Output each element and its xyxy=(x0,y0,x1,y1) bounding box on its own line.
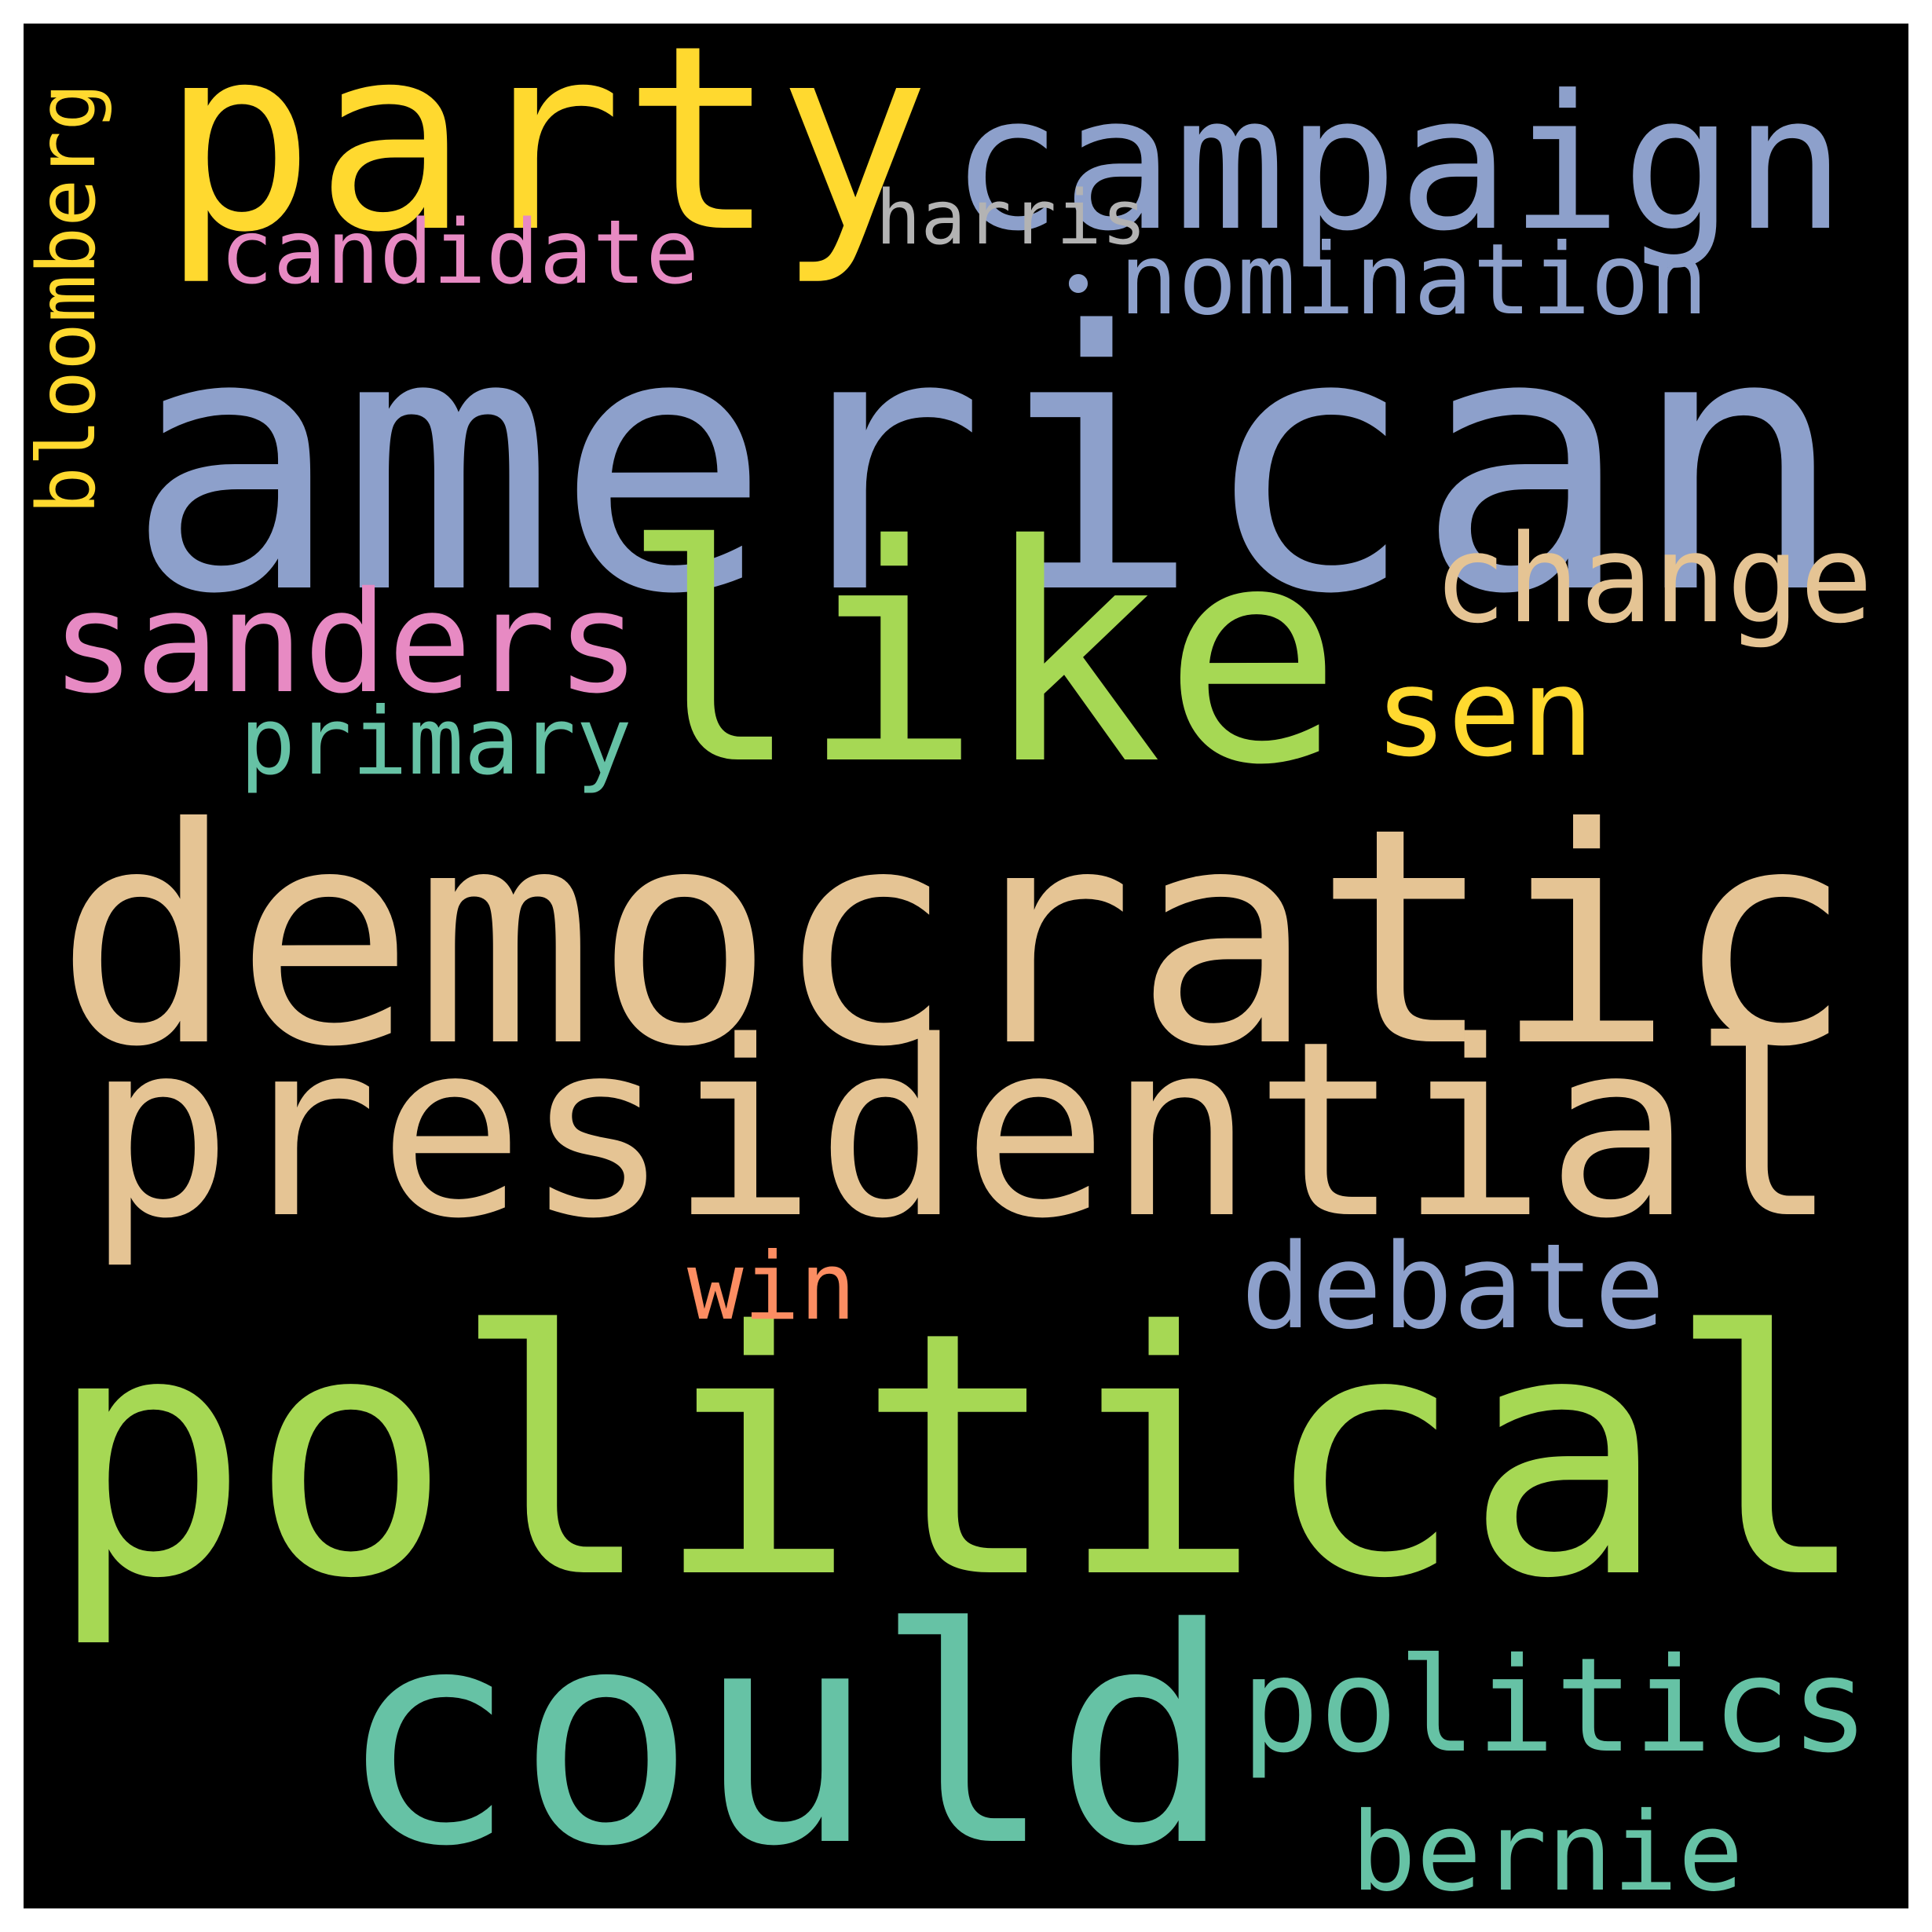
word-sanders: sanders xyxy=(51,562,641,724)
word-primary: primary xyxy=(240,687,632,796)
word-cloud-canvas: american democratic political presidenti… xyxy=(24,24,1908,1908)
word-bernie: bernie xyxy=(1351,1789,1744,1908)
word-campaign: campaign xyxy=(950,55,1846,272)
word-debate: debate xyxy=(1241,1219,1666,1356)
word-bloomberg: bloomberg xyxy=(24,82,113,514)
word-party: party xyxy=(161,24,931,288)
word-could: could xyxy=(338,1565,1233,1908)
word-change: change xyxy=(1433,508,1873,650)
word-american: american xyxy=(126,257,1846,672)
word-democratic: democratic xyxy=(55,764,1854,1112)
word-politics: politics xyxy=(1241,1630,1869,1782)
word-nomination: nomination xyxy=(1119,223,1709,337)
word-like: like xyxy=(620,481,1343,831)
word-candidate: candidate xyxy=(220,200,700,304)
word-harris: harris xyxy=(876,174,1147,262)
word-sen: sen xyxy=(1374,642,1594,784)
word-presidential: presidential xyxy=(86,989,1839,1272)
word-win: win xyxy=(687,1233,856,1341)
word-political: political xyxy=(47,1261,1870,1652)
word-dot: • xyxy=(1059,247,1098,324)
